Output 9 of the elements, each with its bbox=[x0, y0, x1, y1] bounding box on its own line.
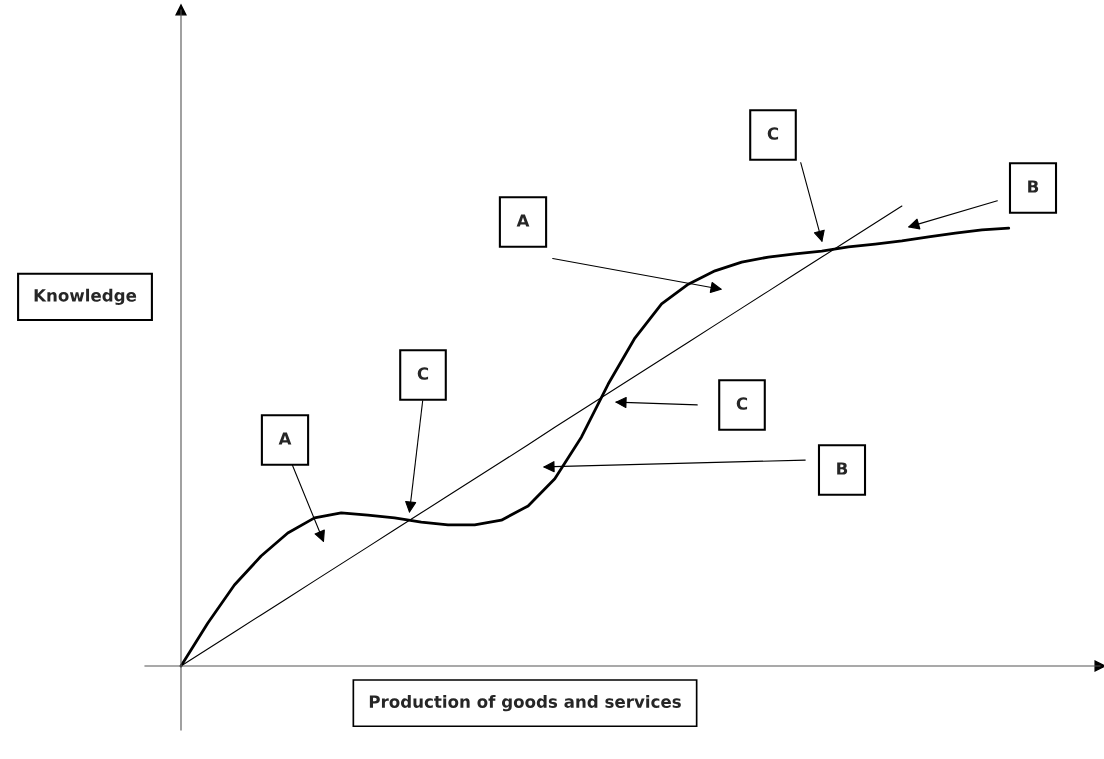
y-axis-title: Knowledge bbox=[34, 288, 137, 305]
annotation: A bbox=[278, 432, 292, 445]
text: C bbox=[767, 127, 779, 140]
annotation: B bbox=[837, 462, 848, 475]
annotation: C bbox=[417, 367, 429, 380]
annotation: C bbox=[736, 397, 748, 410]
annotation: A bbox=[516, 214, 530, 227]
text: B bbox=[1028, 180, 1039, 193]
x-axis-title: Production of goods and services bbox=[369, 695, 681, 712]
